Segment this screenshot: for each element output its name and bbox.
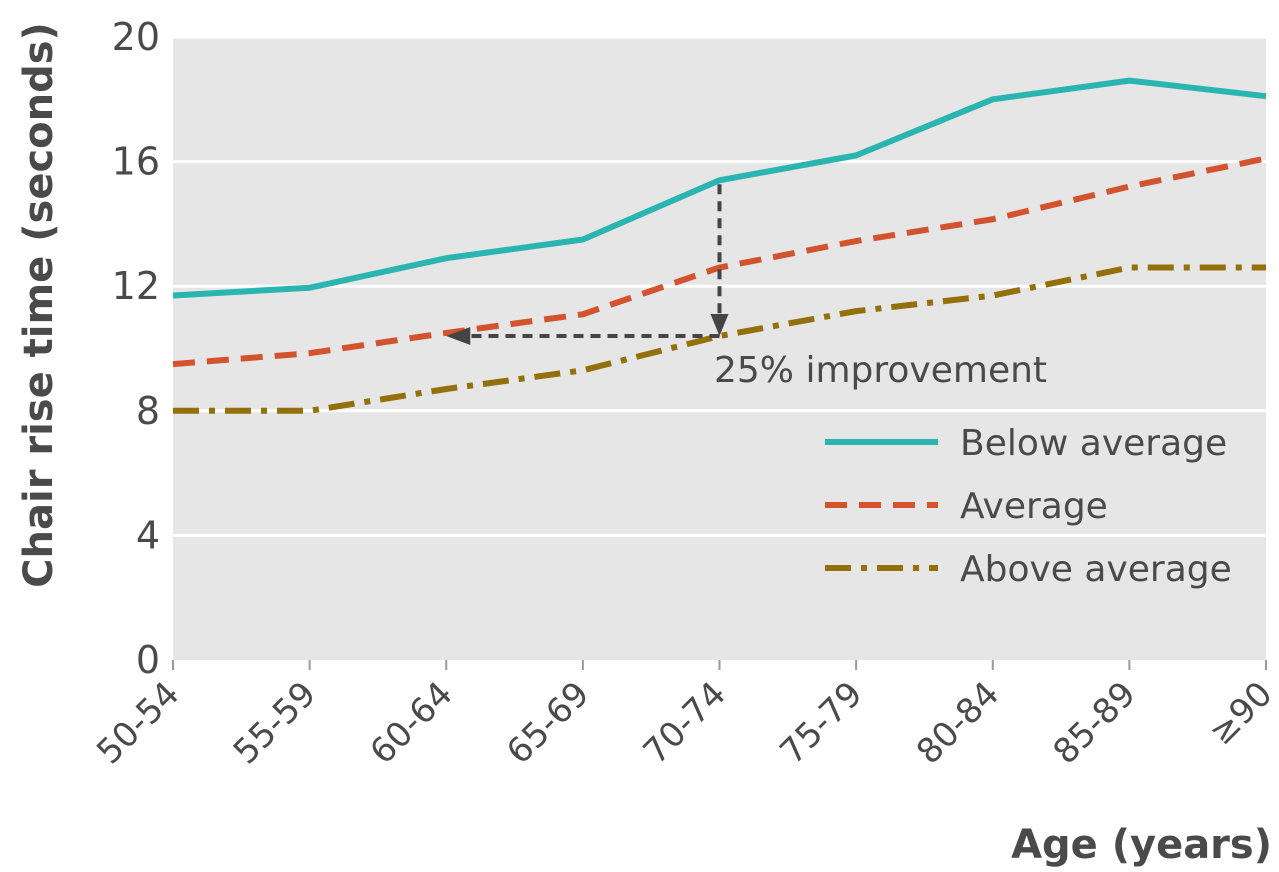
- x-axis-title: Age (years): [1011, 822, 1272, 867]
- legend-label-above-average: Above average: [960, 549, 1232, 590]
- x-tick-labels: 50-54 55-59 60-64 65-69 70-74 75-79 80-84 85-89…: [89, 660, 1279, 772]
- y-tick-label-4: 4: [136, 513, 160, 557]
- legend-label-below-average: Below average: [960, 423, 1227, 464]
- series-lines: [172, 77, 1267, 414]
- legend: Below average Average Above average: [825, 423, 1232, 590]
- series-line-average: [172, 155, 1267, 368]
- x-tick-label-80-84: 80-84: [909, 674, 1007, 772]
- annotation-vertical-arrowhead: [710, 314, 729, 337]
- annotation: 25% improvement: [446, 184, 1047, 391]
- y-tick-label-16: 16: [112, 140, 160, 184]
- y-axis-title: Chair rise time (seconds): [16, 22, 62, 588]
- series-line-below-average: [172, 77, 1267, 299]
- legend-label-average: Average: [960, 486, 1108, 527]
- x-tick-label-60-64: 60-64: [362, 674, 460, 772]
- y-tick-label-20: 20: [112, 15, 160, 59]
- y-tick-label-8: 8: [136, 389, 160, 433]
- annotation-label: 25% improvement: [714, 350, 1047, 391]
- y-tick-label-12: 12: [112, 264, 160, 308]
- y-tick-label-0: 0: [136, 638, 160, 682]
- x-tick-label-85-89: 85-89: [1046, 674, 1144, 772]
- y-tick-labels: 0 4 8 12 16 20: [112, 15, 160, 682]
- grid-lines: [173, 35, 1266, 537]
- x-tick-label-55-59: 55-59: [226, 674, 324, 772]
- x-tick-label-50-54: 50-54: [89, 674, 187, 772]
- x-tick-label-gte-90: ≥90: [1201, 674, 1279, 753]
- series-line-above-average: [173, 264, 1266, 414]
- x-tick-label-75-79: 75-79: [772, 674, 870, 772]
- annotation-horizontal-arrowhead: [446, 327, 471, 346]
- x-tick-label-65-69: 65-69: [499, 674, 597, 772]
- x-tick-label-70-74: 70-74: [636, 674, 734, 772]
